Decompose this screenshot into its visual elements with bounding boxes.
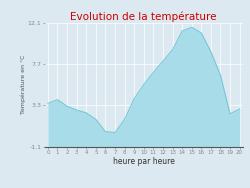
Y-axis label: Température en °C: Température en °C bbox=[21, 55, 26, 114]
X-axis label: heure par heure: heure par heure bbox=[113, 156, 175, 165]
Title: Evolution de la température: Evolution de la température bbox=[70, 11, 217, 22]
